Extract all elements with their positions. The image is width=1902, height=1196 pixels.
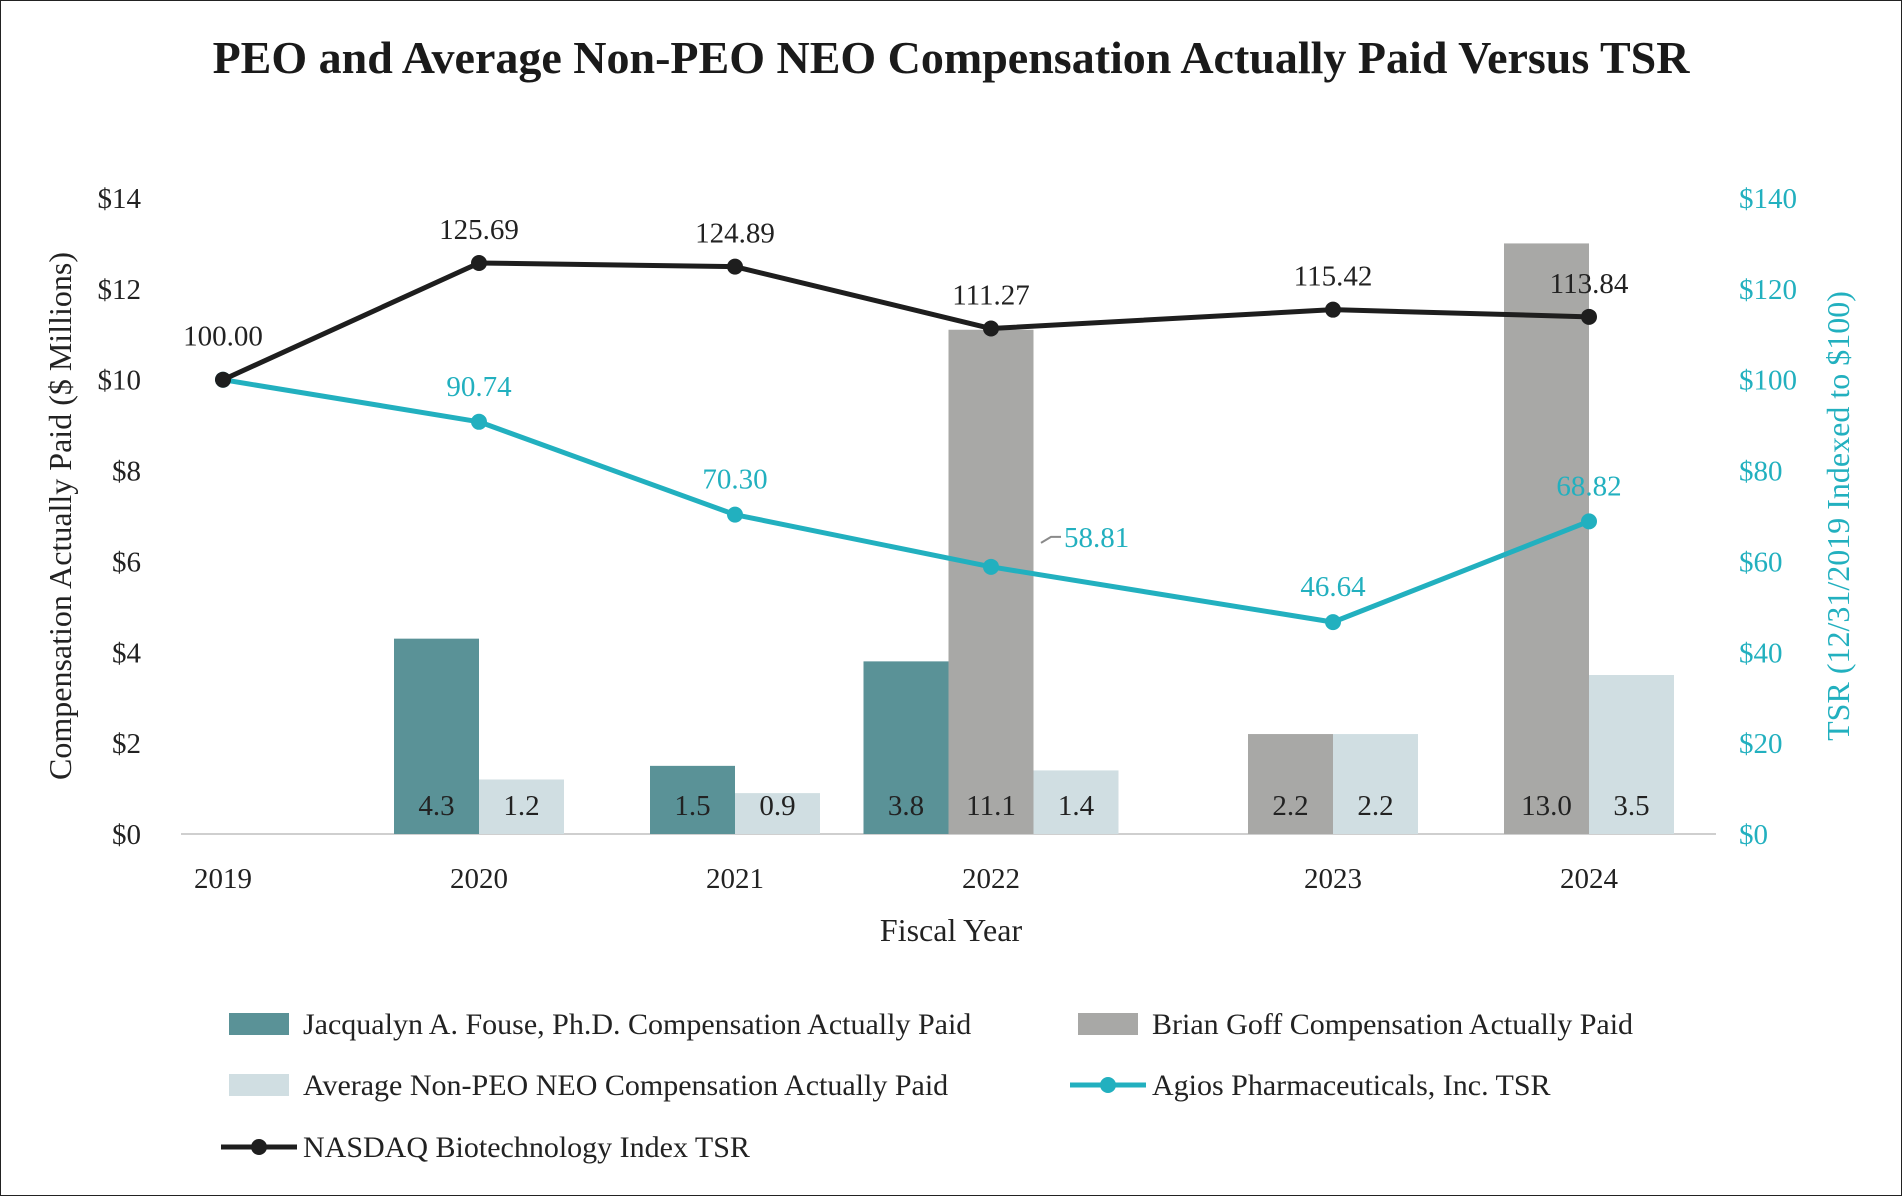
bar-value-label: 13.0 [1521,790,1572,822]
x-tick-label: 2023 [1304,863,1362,895]
tsr-point [215,371,231,388]
left-tick-label: $12 [98,274,142,306]
bar-value-label: 1.2 [503,790,539,822]
left-axis-title: Compensation Actually Paid ($ Millions) [42,252,78,780]
agios-point-label: 68.82 [1556,470,1621,502]
agios-point-label: 58.81 [1064,522,1129,554]
x-tick-label: 2022 [962,863,1020,895]
tsr-point [727,506,743,523]
nasdaq-point-label: 125.69 [439,214,519,246]
legend: Jacqualyn A. Fouse, Ph.D. Compensation A… [221,1008,1633,1164]
legend-label: Agios Pharmaceuticals, Inc. TSR [1152,1069,1551,1102]
x-tick-label: 2021 [706,863,764,895]
bar [479,779,564,834]
nasdaq-point-label: 100.00 [183,321,263,353]
agios-point-label: 46.64 [1300,571,1366,603]
nasdaq-point-label: 124.89 [695,218,775,250]
bar-value-label: 2.2 [1357,790,1393,822]
left-tick-label: $10 [98,365,142,397]
agios-point-label: 70.30 [702,464,767,496]
tsr-point [1581,513,1597,530]
legend-swatch [229,1074,289,1096]
left-tick-label: $2 [112,728,141,760]
chart-title: PEO and Average Non-PEO NEO Compensation… [213,32,1691,83]
right-tick-label: $20 [1739,728,1783,760]
right-tick-label: $40 [1739,637,1783,669]
bar-value-label: 3.5 [1613,790,1649,822]
right-tick-label: $120 [1739,274,1797,306]
legend-marker [251,1139,267,1155]
bar-value-label: 11.1 [966,790,1016,822]
nasdaq-point-label: 111.27 [952,280,1030,312]
bar [1589,675,1674,834]
axes: $0 $2 $4 $6 $8 $10 $12 $14 $0 $20 $40 $60 $80 $100 $12… [42,183,1856,948]
right-tick-label: $100 [1739,365,1797,397]
right-tick-label: $0 [1739,819,1768,851]
bar [1333,734,1418,834]
right-tick-label: $60 [1739,546,1783,578]
bar-value-label: 4.3 [418,790,454,822]
left-tick-label: $6 [112,546,141,578]
x-tick-label: 2024 [1560,863,1619,895]
left-tick-label: $8 [112,456,141,488]
bar [650,765,735,834]
bar [1033,770,1119,834]
x-tick-label: 2019 [194,863,252,895]
x-tick-label: 2020 [450,863,508,895]
legend-label: Brian Goff Compensation Actually Paid [1152,1008,1633,1041]
bar [948,329,1034,834]
tsr-point [727,258,743,275]
legend-label: Average Non-PEO NEO Compensation Actuall… [303,1069,948,1102]
left-tick-label: $14 [98,183,142,215]
nasdaq-point-label: 115.42 [1294,261,1373,293]
bar-value-label: 1.4 [1058,790,1095,822]
tsr-point [471,255,487,272]
legend-label: NASDAQ Biotechnology Index TSR [303,1131,750,1164]
left-tick-label: $4 [112,637,142,669]
right-axis-title: TSR (12/31/2019 Indexed to $100) [1820,291,1856,741]
legend-swatch [229,1013,289,1035]
tsr-point [1325,301,1341,318]
tsr-point [983,558,999,575]
tsr-point [471,413,487,430]
bar [394,638,479,834]
bar-value-label: 3.8 [888,790,924,822]
nasdaq-point-label: 113.84 [1550,268,1629,300]
legend-marker [1100,1077,1116,1093]
tsr-line [221,260,1590,382]
bar-value-label: 0.9 [759,790,795,822]
x-axis-title: Fiscal Year [880,912,1023,948]
tsr-line [222,377,1590,625]
tsr-point [983,320,999,337]
bar [1248,734,1333,834]
right-tick-label: $80 [1739,456,1783,488]
legend-swatch [1078,1013,1138,1035]
bar [735,793,820,834]
data-labels: 4.3 1.2 1.5 0.9 3.8 11.1 1.4 2.2 2.2 13.0 3.5 100.0… [183,214,1650,822]
bar-value-label: 1.5 [674,790,710,822]
legend-label: Jacqualyn A. Fouse, Ph.D. Compensation A… [303,1008,971,1041]
bars [394,243,1674,834]
right-tick-label: $140 [1739,183,1797,215]
tsr-point [1581,308,1597,325]
bar [863,661,949,834]
agios-point-label: 90.74 [446,371,512,403]
tsr-point [1325,614,1341,631]
tsr-lines [215,255,1597,631]
bar-value-label: 2.2 [1272,790,1308,822]
left-tick-label: $0 [112,819,141,851]
callout-leader [1040,535,1061,544]
